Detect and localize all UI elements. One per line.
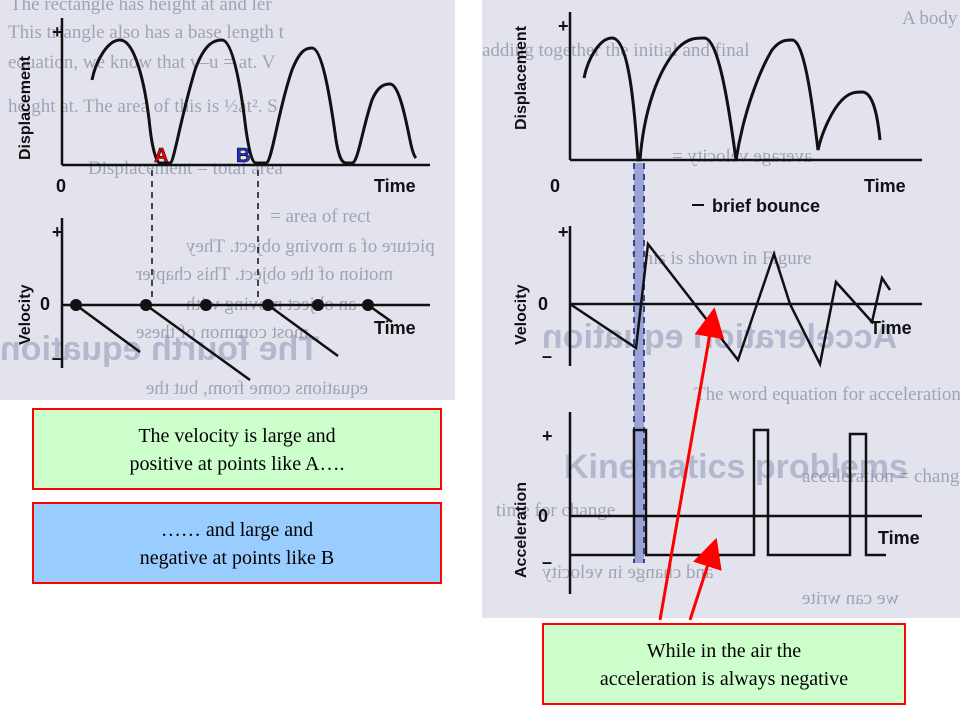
motion-graphs-left: + 0 Time Displacement A B + 0 – Time Vel…	[17, 18, 430, 382]
displacement-curve	[90, 38, 418, 165]
callout-acceleration-negative: While in the air the acceleration is alw…	[542, 623, 906, 705]
right-textbook-scan: A body has a constant acceleration addin…	[482, 0, 960, 618]
arrow-to-acceleration	[688, 537, 722, 621]
velocity-segment	[145, 303, 251, 382]
ghost-text: acceleration = change in velocity	[802, 466, 960, 487]
ghost-text: = area of rect	[270, 206, 371, 227]
point-a-label: A	[154, 145, 168, 167]
time-label: Time	[374, 176, 416, 196]
callout-velocity-negative: …… and large and negative at points like…	[32, 502, 442, 584]
ghost-text: This is shown in Figure	[632, 248, 812, 269]
velocity-segment	[75, 303, 141, 354]
velocity-dot	[200, 299, 212, 311]
displacement-axis-label: Displacement	[17, 55, 34, 160]
time-label: Time	[374, 318, 416, 338]
bounce-band	[634, 163, 644, 563]
left-textbook-scan: The rectangle has height at and ler This…	[0, 0, 455, 400]
callout-line: The velocity is large and	[138, 425, 336, 447]
plus-sign: +	[52, 222, 63, 242]
callout-line: …… and large and	[160, 519, 314, 541]
callout-line: positive at points like A….	[129, 453, 345, 475]
plus-sign: +	[52, 22, 63, 42]
acceleration-axis-label: Acceleration	[513, 482, 530, 578]
zero-label: 0	[40, 294, 50, 314]
plus-sign: +	[558, 16, 569, 36]
velocity-sawtooth	[569, 240, 892, 368]
velocity-dot	[362, 299, 374, 311]
ghost-text: equation, we know that v–u = at. V	[8, 52, 276, 73]
velocity-segment	[267, 303, 339, 358]
velocity-axis-label: Velocity	[513, 284, 530, 345]
ghost-text: Displacement = total area	[88, 158, 283, 179]
displacement-curve	[582, 36, 882, 162]
callout-line: While in the air the	[646, 640, 802, 662]
acceleration-pulses	[570, 428, 886, 557]
velocity-axis-label: Velocity	[17, 284, 34, 345]
plus-sign: +	[558, 222, 569, 242]
zero-label: 0	[538, 506, 548, 526]
time-label: Time	[870, 318, 912, 338]
ghost-text: height at. The area of this is ½at². S	[8, 96, 278, 117]
callout-line: negative at points like B	[139, 547, 335, 569]
callout-line: acceleration is always negative	[599, 668, 849, 690]
ghost-text: The word equation for acceleration is	[694, 384, 960, 405]
velocity-dot	[262, 299, 274, 311]
time-label: Time	[864, 176, 906, 196]
velocity-dot	[140, 299, 152, 311]
minus-sign: –	[52, 348, 62, 368]
ghost-text: This triangle also has a base length t	[8, 22, 284, 43]
zero-label: 0	[538, 294, 548, 314]
minus-sign: –	[542, 552, 552, 572]
point-b-label: B	[236, 145, 250, 167]
ghost-text: A body has a constant acceleration	[902, 8, 960, 29]
velocity-dot	[312, 299, 324, 311]
time-label: Time	[878, 528, 920, 548]
plus-sign: +	[542, 426, 553, 446]
velocity-dot	[70, 299, 82, 311]
callout-velocity-positive: The velocity is large and positive at po…	[32, 408, 442, 490]
brief-bounce-label: brief bounce	[712, 196, 820, 216]
zero-label: 0	[550, 176, 560, 196]
zero-label: 0	[56, 176, 66, 196]
arrow-to-velocity	[658, 307, 725, 621]
displacement-axis-label: Displacement	[513, 25, 530, 130]
motion-graphs-right: + 0 Time Displacement brief bounce + 0 –…	[513, 12, 922, 594]
ghost-text: The rectangle has height at and ler	[10, 0, 272, 15]
minus-sign: –	[542, 346, 552, 366]
